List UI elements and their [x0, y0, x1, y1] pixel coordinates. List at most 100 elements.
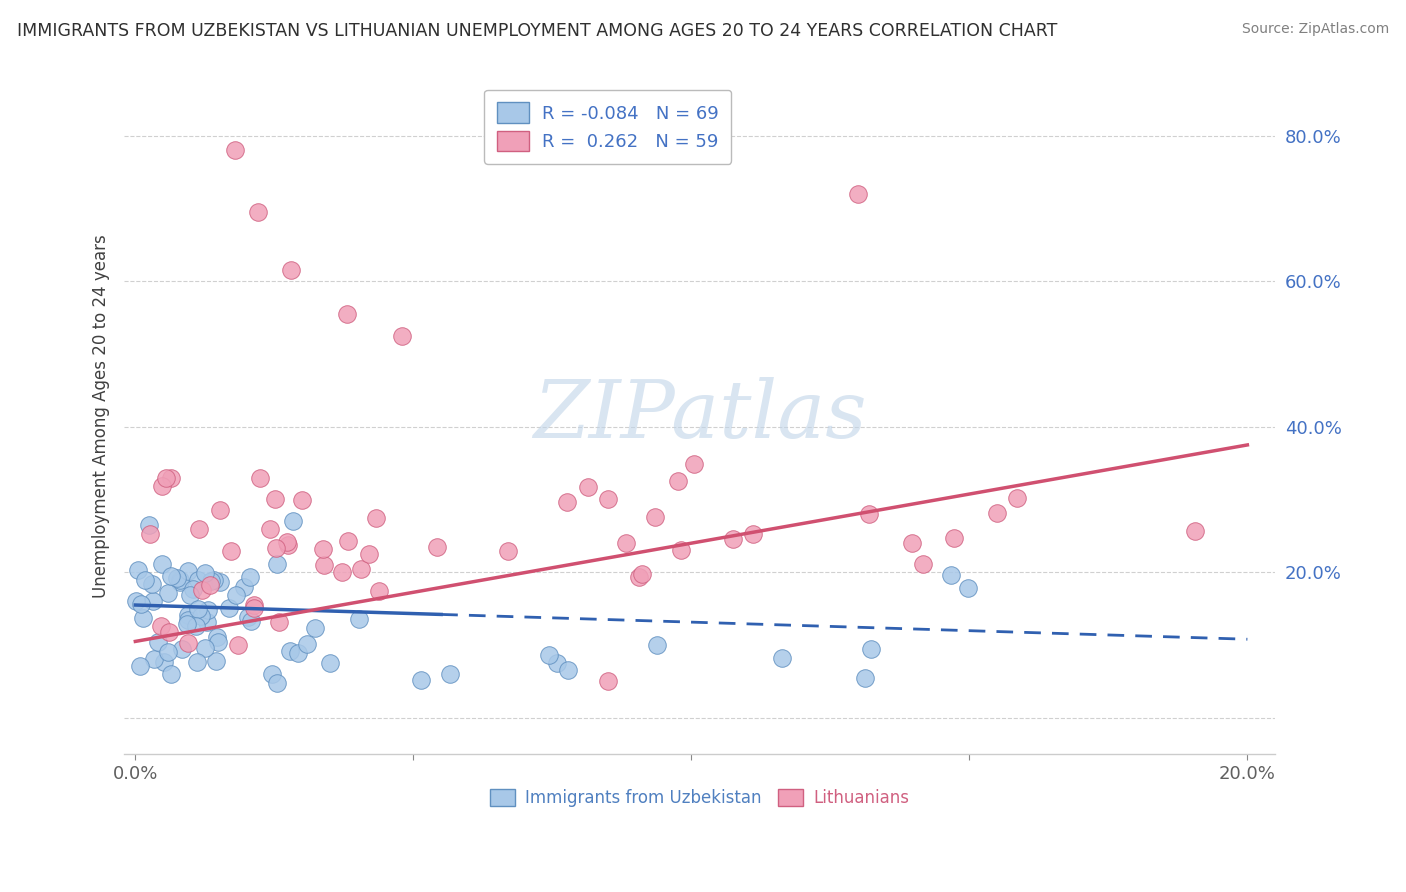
Point [129, 597, 152, 611]
Point [277, 538, 299, 552]
Point [280, 263, 302, 277]
Point [246, 205, 269, 219]
Point [278, 644, 301, 658]
Point [350, 561, 373, 575]
Point [243, 598, 266, 612]
Point [156, 645, 179, 659]
Point [239, 570, 262, 584]
Point [160, 569, 183, 583]
Point [146, 634, 169, 648]
Point [266, 676, 288, 690]
Point [205, 630, 228, 644]
Legend: Immigrants from Uzbekistan, Lithuanians: Immigrants from Uzbekistan, Lithuanians [484, 782, 915, 814]
Point [291, 493, 314, 508]
Point [281, 514, 304, 528]
Point [596, 674, 619, 689]
Point [204, 654, 226, 668]
Point [276, 534, 298, 549]
Point [166, 571, 188, 585]
Point [367, 584, 389, 599]
Point [150, 558, 173, 572]
Point [195, 615, 218, 629]
Point [219, 544, 242, 558]
Point [177, 607, 200, 622]
Point [142, 594, 165, 608]
Point [956, 582, 979, 596]
Point [124, 593, 146, 607]
Point [770, 651, 793, 665]
Point [232, 581, 254, 595]
Point [859, 641, 882, 656]
Point [160, 471, 183, 485]
Point [169, 575, 191, 590]
Point [157, 625, 180, 640]
Point [169, 573, 191, 587]
Point [155, 471, 177, 485]
Point [198, 578, 221, 592]
Point [226, 638, 249, 652]
Point [150, 479, 173, 493]
Point [194, 641, 217, 656]
Point [336, 307, 359, 321]
Point [127, 563, 149, 577]
Point [181, 582, 204, 596]
Point [176, 616, 198, 631]
Point [557, 663, 579, 677]
Point [187, 573, 209, 587]
Point [287, 646, 309, 660]
Point [242, 601, 264, 615]
Point [139, 527, 162, 541]
Point [409, 673, 432, 688]
Point [143, 652, 166, 666]
Point [249, 470, 271, 484]
Point [426, 540, 449, 554]
Point [266, 541, 288, 556]
Text: ZIPatlas: ZIPatlas [533, 377, 866, 455]
Point [157, 586, 180, 600]
Point [266, 557, 288, 571]
Point [312, 558, 335, 572]
Point [557, 495, 579, 509]
Point [129, 659, 152, 673]
Point [184, 619, 207, 633]
Text: IMMIGRANTS FROM UZBEKISTAN VS LITHUANIAN UNEMPLOYMENT AMONG AGES 20 TO 24 YEARS : IMMIGRANTS FROM UZBEKISTAN VS LITHUANIAN… [17, 22, 1057, 40]
Point [141, 577, 163, 591]
Point [179, 588, 201, 602]
Point [134, 573, 156, 587]
Point [207, 635, 229, 649]
Point [364, 510, 387, 524]
Point [630, 566, 652, 581]
Point [721, 533, 744, 547]
Point [439, 667, 461, 681]
Point [225, 588, 247, 602]
Point [132, 611, 155, 625]
Point [297, 637, 319, 651]
Point [336, 533, 359, 548]
Point [1005, 491, 1028, 505]
Point [160, 666, 183, 681]
Point [742, 526, 765, 541]
Point [546, 656, 568, 670]
Point [901, 535, 924, 549]
Point [312, 542, 335, 557]
Point [644, 510, 666, 524]
Point [187, 601, 209, 615]
Point [194, 566, 217, 581]
Point [176, 613, 198, 627]
Point [177, 636, 200, 650]
Point [218, 600, 240, 615]
Point [191, 582, 214, 597]
Point [262, 666, 284, 681]
Point [208, 574, 231, 589]
Point [349, 612, 371, 626]
Point [1184, 524, 1206, 538]
Point [152, 656, 174, 670]
Point [186, 655, 208, 669]
Point [190, 609, 212, 624]
Point [846, 186, 869, 201]
Point [202, 573, 225, 587]
Point [259, 522, 281, 536]
Point [236, 609, 259, 624]
Point [319, 657, 342, 671]
Point [187, 522, 209, 536]
